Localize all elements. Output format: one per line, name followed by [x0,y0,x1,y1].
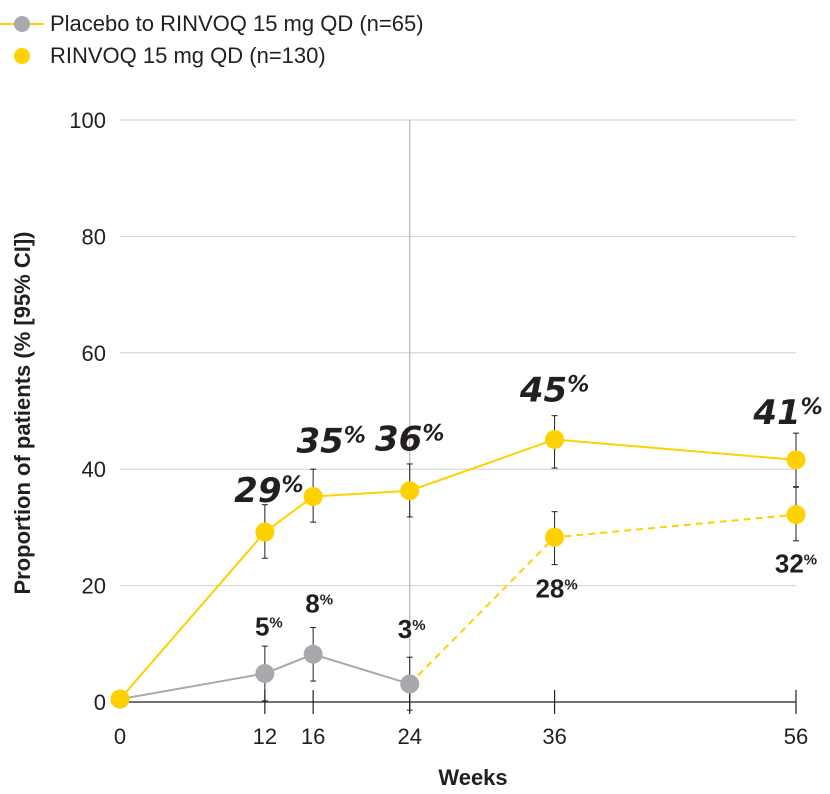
legend-label-rinvoq: RINVOQ 15 mg QD (n=130) [50,43,326,68]
data-label-0-2: 35% [296,422,365,462]
series-line-2 [409,513,797,685]
data-point-0-5 [786,450,806,470]
series-line-1 [119,653,411,701]
data-point-0-2 [303,487,323,507]
data-point-2-1 [545,527,565,547]
legend-item-placebo: Placebo to RINVOQ 15 mg QD (n=65) [0,8,424,40]
legend-rinvoq-marker [0,46,44,66]
legend-label-placebo: Placebo to RINVOQ 15 mg QD (n=65) [50,11,424,36]
data-point-1-1 [255,663,275,683]
x-tick-label-12: 12 [253,724,277,749]
y-tick-label-40: 40 [82,457,106,482]
data-label-0-4: 45% [519,371,589,411]
x-tick-label-36: 36 [542,724,566,749]
y-tick-label-20: 20 [82,574,106,599]
x-tick-label-56: 56 [784,724,808,749]
data-point-0-4 [545,430,565,450]
x-axis-title: Weeks [438,765,507,790]
data-point-1-3 [400,674,420,694]
y-tick-label-60: 60 [82,341,106,366]
data-label-1-3: 3% [398,614,426,644]
data-point-1-2 [303,644,323,664]
data-label-1-1: 5% [255,611,283,641]
data-point-2-2 [786,505,806,525]
x-tick-label-24: 24 [397,724,421,749]
data-label-2-2: 32% [775,549,817,579]
data-point-0-1 [255,522,275,542]
x-tick-label-0: 0 [114,724,126,749]
data-point-0-3 [400,481,420,501]
y-axis-title: Proportion of patients (% [95% CI]) [10,232,35,595]
y-tick-label-100: 100 [69,108,106,133]
y-tick-label-0: 0 [94,690,106,715]
data-point-0-0 [110,689,130,709]
series-line-0 [119,438,797,700]
data-label-2-1: 28% [535,573,577,603]
data-label-0-5: 41% [752,393,822,433]
x-tick-label-16: 16 [301,724,325,749]
legend-item-rinvoq: RINVOQ 15 mg QD (n=130) [0,40,424,72]
legend-placebo-marker [0,14,44,34]
data-label-1-2: 8% [305,588,333,618]
y-tick-label-80: 80 [82,224,106,249]
legend: Placebo to RINVOQ 15 mg QD (n=65) RINVOQ… [0,8,424,72]
data-label-0-3: 36% [375,420,444,460]
data-label-0-1: 29% [234,471,303,511]
